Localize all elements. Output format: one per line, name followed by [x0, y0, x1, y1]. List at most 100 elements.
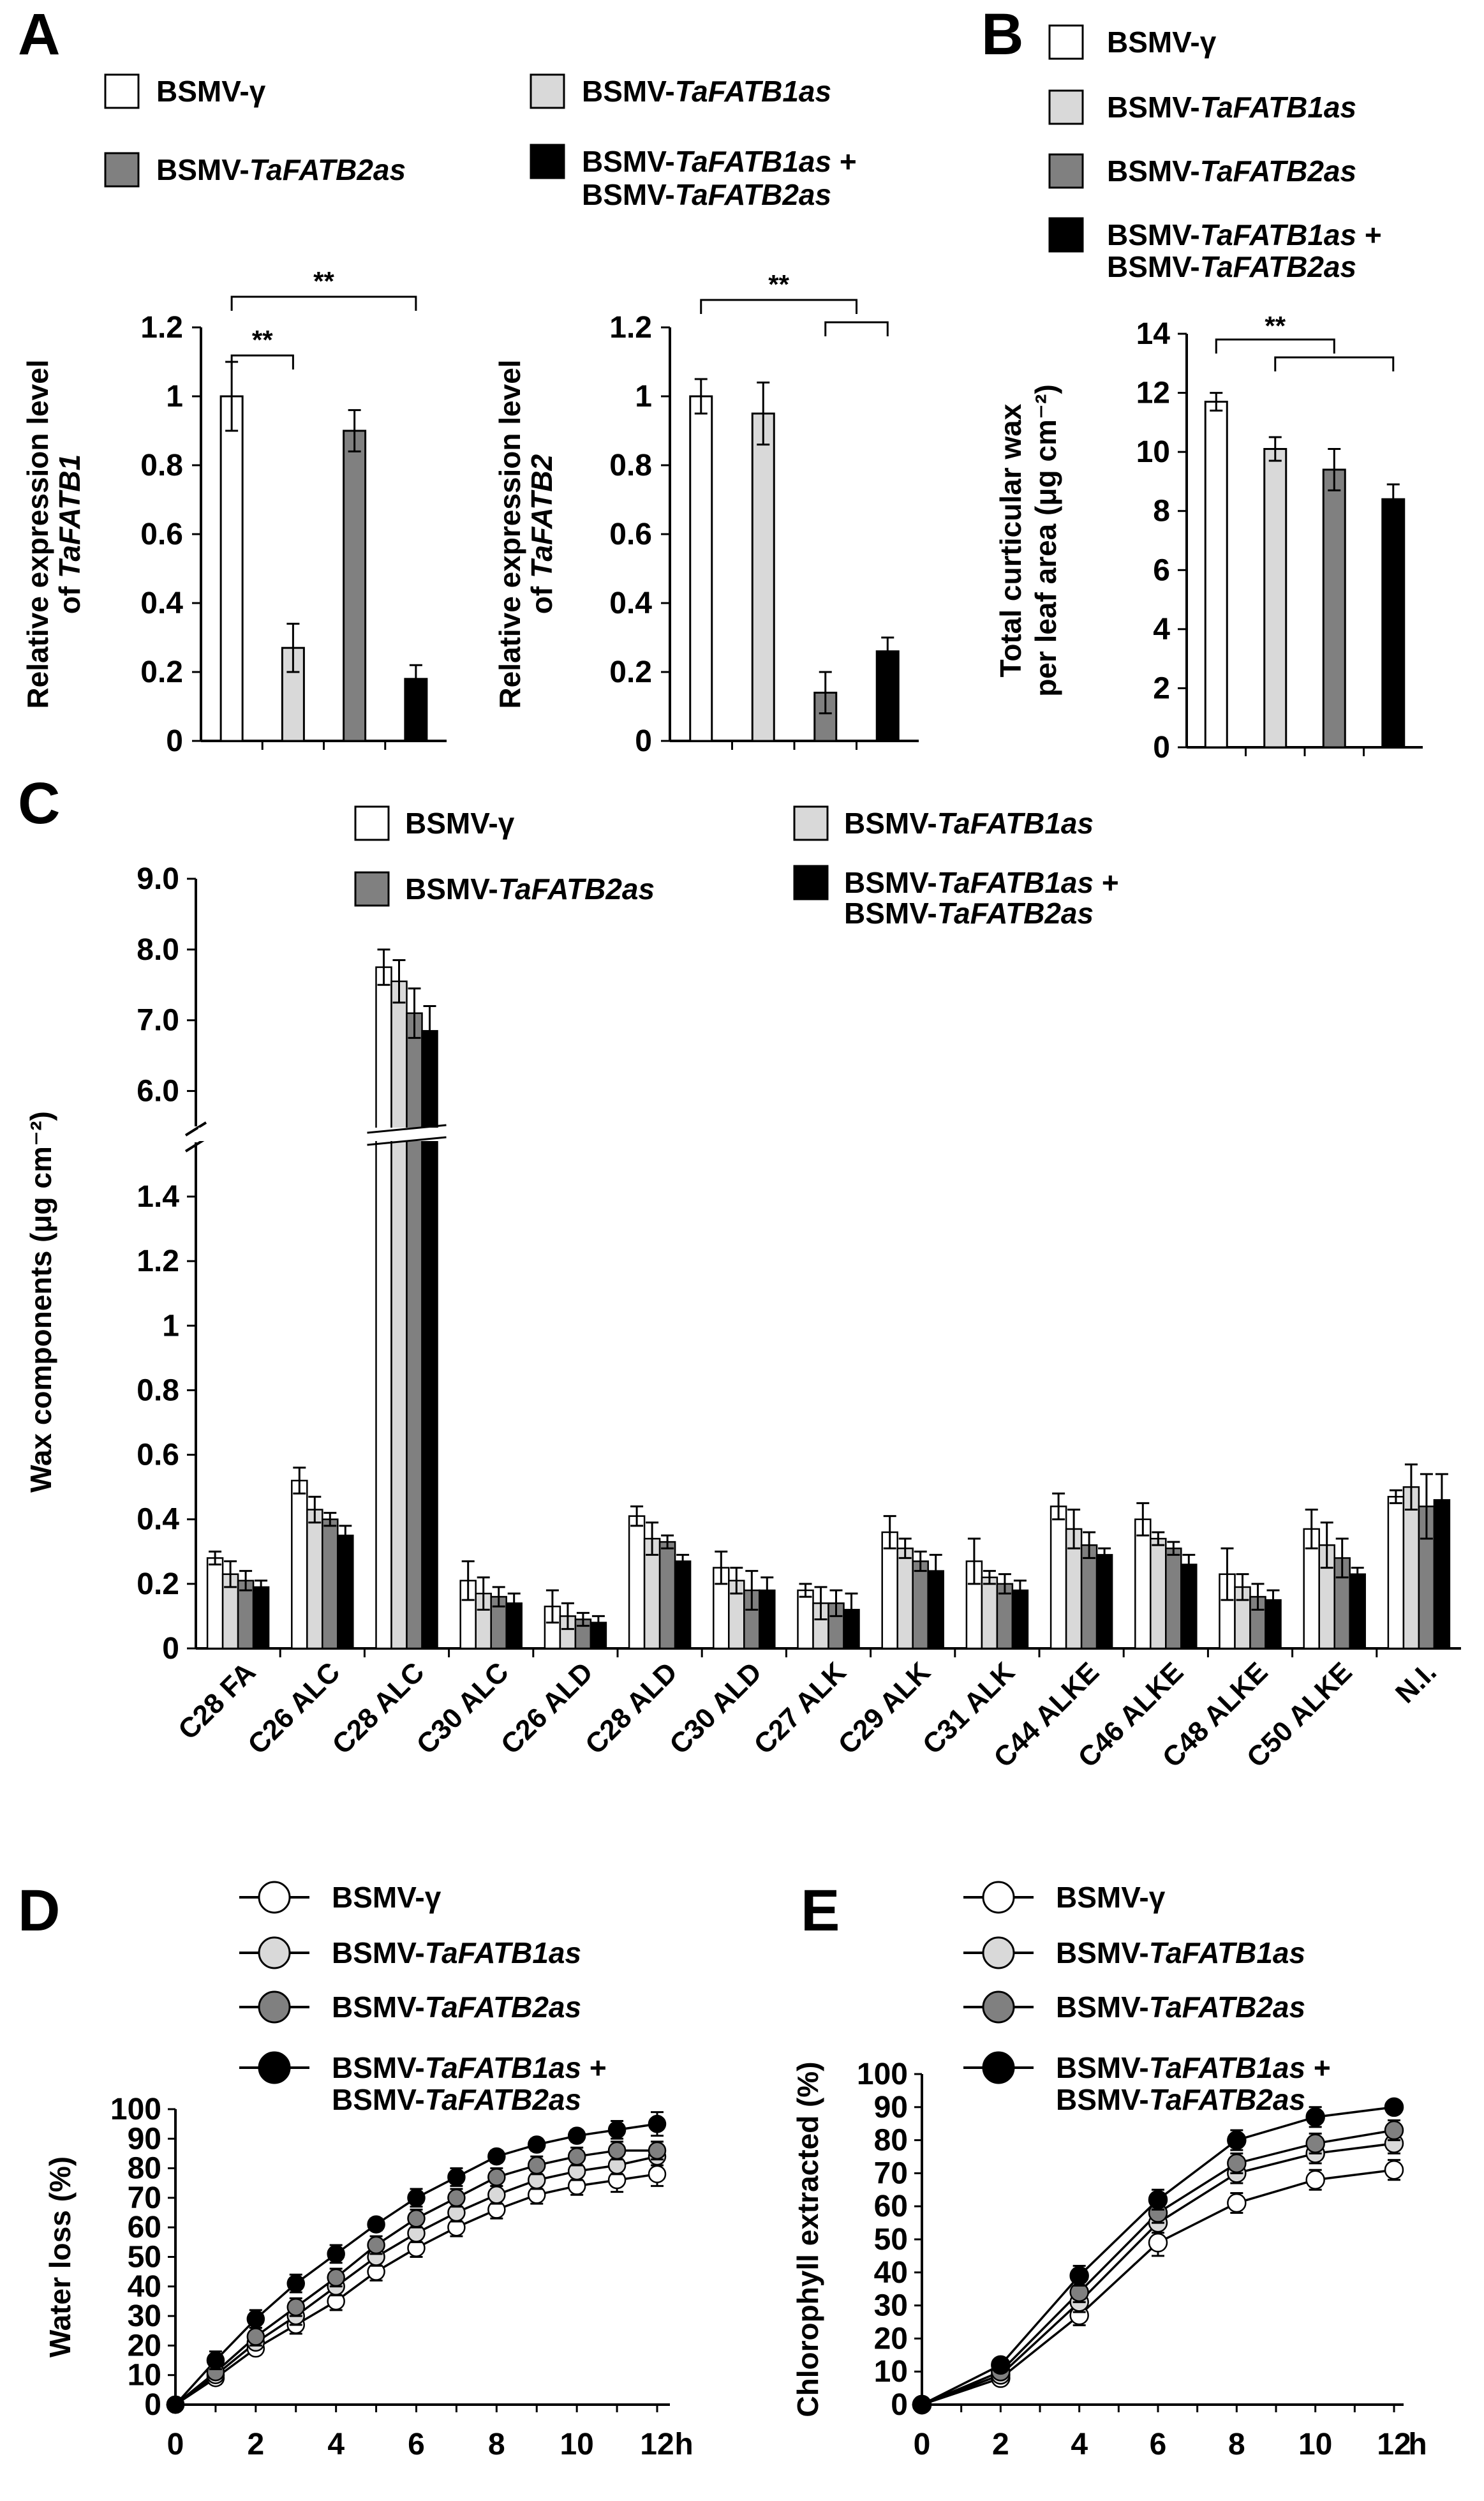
- bar-c-2-1: [390, 980, 408, 1650]
- y-tick-label-a-1-5: 1: [166, 380, 183, 414]
- bar-c-10-0: [1050, 1505, 1067, 1650]
- legend-swatch-b-0: [1048, 24, 1084, 60]
- axis-break-mark-1: [184, 1121, 207, 1137]
- sig-bracket-a-1-0: [230, 354, 294, 370]
- point-e-3-4: [1227, 2130, 1247, 2150]
- point-d-3-6: [407, 2188, 426, 2207]
- y-axis-title-d: Water loss (%): [43, 2156, 77, 2357]
- legend-swatch-b-1: [1048, 89, 1084, 125]
- y-tick-label-a-2-1: 0.2: [609, 655, 652, 689]
- point-e-0-5: [1305, 2170, 1325, 2190]
- sig-bracket-inner-b: [1274, 356, 1395, 371]
- y-tick-label-b-1: 2: [1153, 671, 1170, 705]
- sig-star-a-2-0: **: [768, 269, 789, 299]
- legend-label-e-2: BSMV-TaFATB2as: [1056, 1990, 1305, 2024]
- point-d-2-11: [607, 2141, 627, 2160]
- legend-swatch-c-0: [354, 805, 390, 841]
- point-d-3-3: [286, 2274, 305, 2293]
- legend-label-d-2: BSMV-TaFATB2as: [332, 1990, 581, 2024]
- legend-swatch-a-0: [104, 73, 140, 109]
- y-tick-label-a-2-3: 0.6: [609, 518, 652, 551]
- y-tick-label-e-7: 70: [874, 2156, 908, 2190]
- sig-star-b: **: [1265, 311, 1286, 341]
- x-category-label-c-4: C26 ALD: [495, 1656, 599, 1760]
- y-tick-label-d-4: 40: [128, 2270, 161, 2304]
- bar-c-11-2: [1165, 1547, 1182, 1650]
- point-d-2-9: [528, 2156, 546, 2175]
- point-e-3-0: [912, 2394, 932, 2415]
- sig-star-a-1-0: **: [252, 325, 273, 355]
- legend-marker-e-1: [982, 1936, 1015, 1969]
- x-unit-e: h: [1408, 2428, 1427, 2461]
- bar-c-9-1: [981, 1576, 998, 1650]
- point-d-0-12: [648, 2165, 667, 2184]
- x-tick-label-d-4: 8: [488, 2428, 505, 2461]
- legend-label-a-1: BSMV-TaFATB1as: [582, 75, 831, 108]
- legend-label-b-0: BSMV-γ: [1107, 26, 1217, 59]
- x-tick-label-d-1: 2: [247, 2428, 264, 2461]
- legend-swatch-a-3: [530, 144, 565, 179]
- y-axis-title-e: Chlorophyll extracted (%): [791, 2061, 824, 2417]
- subchart-a-2: 0 0.2 0.4 0.6 0.8 1 1.2 ** Relative expression l…: [493, 269, 919, 758]
- bar-b-3: [1381, 498, 1406, 749]
- bar-c-8-1: [896, 1547, 914, 1650]
- y-tick-label-e-8: 80: [874, 2124, 908, 2158]
- bar-c-11-0: [1134, 1518, 1152, 1650]
- y-axis-title2-b: per leaf area (μg cm⁻²): [1029, 384, 1062, 697]
- sig-bracket-b: [1215, 338, 1335, 354]
- x-category-label-c-1: C26 ALC: [242, 1656, 346, 1760]
- y-tick-label-d-9: 90: [128, 2122, 161, 2156]
- legend-label-e-0: BSMV-γ: [1056, 1881, 1166, 1914]
- legend-label-e-3-line2: BSMV-TaFATB2as: [1056, 2083, 1305, 2116]
- legend-label-a-2: BSMV-TaFATB2as: [156, 153, 406, 186]
- panel-e: E BSMV-γBSMV-TaFATB1asBSMV-TaFATB2asBSMV-…: [791, 1878, 1427, 2461]
- point-d-3-2: [246, 2310, 265, 2328]
- legend-label-e-3: BSMV-TaFATB1as +: [1056, 2051, 1331, 2084]
- y-tick-label-upper-c-2: 8.0: [137, 933, 179, 967]
- legend-label-d-3-line2: BSMV-TaFATB2as: [332, 2083, 581, 2116]
- legend-swatch-b-2: [1048, 153, 1084, 189]
- y-tick-label-d-7: 70: [128, 2181, 161, 2215]
- y-tick-label-a-2-2: 0.4: [609, 586, 652, 620]
- y-tick-label-e-2: 20: [874, 2322, 908, 2355]
- panel-label-d: D: [18, 1878, 60, 1943]
- legend-label-c-1: BSMV-TaFATB1as: [844, 807, 1094, 840]
- y-tick-label-upper-c-1: 7.0: [137, 1004, 179, 1038]
- bar-c-1-0: [291, 1479, 308, 1650]
- y-axis-title2-a-1: of TaFATB1: [53, 454, 86, 614]
- bar-a-1-0: [219, 395, 244, 742]
- bar-c-2-3: [421, 1030, 438, 1650]
- bar-c-11-3: [1180, 1564, 1198, 1650]
- point-d-2-4: [327, 2268, 345, 2287]
- y-tick-label-d-2: 20: [128, 2329, 161, 2363]
- bar-c-7-0: [797, 1589, 814, 1650]
- bar-c-5-0: [628, 1515, 646, 1650]
- legend-marker-d-3: [258, 2051, 291, 2084]
- y-tick-label-e-9: 90: [874, 2091, 908, 2124]
- legend-label-c-3: BSMV-TaFATB1as +: [844, 866, 1119, 899]
- point-e-3-1: [991, 2355, 1011, 2375]
- y-tick-label-a-2-6: 1.2: [609, 311, 652, 345]
- x-tick-label-e-4: 8: [1228, 2428, 1245, 2461]
- panel-label-e: E: [801, 1878, 840, 1943]
- subchart-a-1: 0 0.2 0.4 0.6 0.8 1 1.2 ** ** Relative expression…: [21, 266, 447, 758]
- y-axis-title-c: Wax components (μg cm⁻²): [24, 1111, 57, 1493]
- y-tick-label-d-8: 80: [128, 2152, 161, 2186]
- bar-a-2-1: [751, 412, 775, 742]
- bar-c-1-3: [337, 1534, 354, 1650]
- y-tick-label-a-2-4: 0.8: [609, 449, 652, 482]
- legend-swatch-c-1: [793, 805, 829, 841]
- bar-b-1: [1263, 448, 1287, 749]
- sig-star-a-1-1: **: [313, 266, 334, 296]
- point-e-2-5: [1305, 2133, 1325, 2154]
- point-d-3-0: [166, 2395, 185, 2414]
- axis-break-gap: [198, 1128, 1464, 1141]
- legend-swatch-c-3: [793, 865, 829, 900]
- bar-a-2-3: [875, 650, 900, 742]
- y-tick-label-e-4: 40: [874, 2256, 908, 2290]
- y-tick-label-d-6: 60: [128, 2211, 161, 2244]
- bar-a-1-2: [343, 429, 367, 742]
- y-tick-label-lower-c-2: 0.4: [137, 1503, 179, 1537]
- point-d-2-7: [447, 2188, 466, 2207]
- bar-c-5-2: [658, 1541, 676, 1650]
